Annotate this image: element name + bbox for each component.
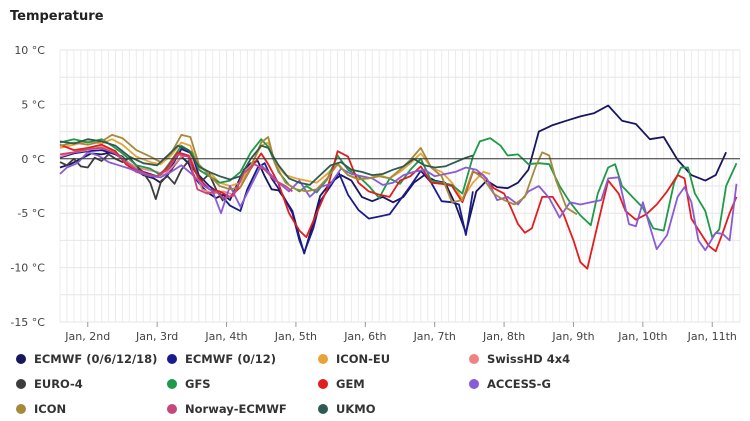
axis-layer: 10 °C 5 °C 0 °C -5 °C -10 °C -15 °C Jan, 2nd Ja… [10,44,740,343]
x-tick-label: Jan, 7th [413,330,456,343]
series-line-norway-ecmwf [59,147,293,199]
legend-label: ICON-EU [336,352,391,366]
y-tick-label: 10 °C [14,44,45,57]
legend-label: ICON [34,402,67,416]
x-tick-label: Jan, 2nd [64,330,110,343]
grid-layer [59,49,741,323]
legend-label: ACCESS-G [487,377,551,391]
x-tick-label: Jan, 10th [617,330,667,343]
x-tick-label: Jan, 11th [687,330,737,343]
legend-item[interactable]: ICON-EU [318,352,390,366]
x-tick-label: Jan, 6th [343,330,386,343]
series-line-icon-eu [59,138,491,200]
legend-label: SwissHD 4x4 [487,352,571,366]
series-line-gem [59,143,738,270]
legend-item[interactable]: UKMO [318,402,375,416]
legend-item[interactable]: ECMWF (0/6/12/18) [16,352,157,366]
legend-item[interactable]: ECMWF (0/12) [167,352,276,366]
legend-item[interactable]: ICON [16,402,66,416]
legend-label: ECMWF (0/12) [185,352,277,366]
legend-color-dot [318,379,328,389]
legend-color-dot [318,354,328,364]
y-tick-label: 5 °C [21,98,45,111]
x-tick-label: Jan, 8th [482,330,525,343]
y-tick-label: -10 °C [10,262,45,275]
legend-item[interactable]: Norway-ECMWF [167,402,287,416]
y-tick-label: 0 °C [21,153,45,166]
legend-item[interactable]: ACCESS-G [469,377,551,391]
chart-title: Temperature [10,9,104,24]
series-line-gfs [59,137,738,238]
legend-color-dot [318,404,328,414]
legend-label: GEM [336,377,365,391]
series-line-access-g [59,151,738,252]
legend-item[interactable]: GFS [167,377,211,391]
legend-color-dot [167,379,177,389]
x-tick-label: Jan, 9th [551,330,594,343]
series-line-ukmo [59,138,474,186]
legend-label: GFS [185,377,211,391]
legend-color-dot [16,379,26,389]
legend-color-dot [469,379,479,389]
legend-item[interactable]: SwissHD 4x4 [469,352,570,366]
series-layer [59,104,738,270]
legend-color-dot [167,404,177,414]
legend-color-dot [469,354,479,364]
legend-label: EURO-4 [34,377,83,391]
x-tick-label: Jan, 4th [204,330,247,343]
y-tick-label: -15 °C [10,316,45,329]
legend-item[interactable]: EURO-4 [16,377,83,391]
legend-color-dot [16,404,26,414]
legend-item[interactable]: GEM [318,377,365,391]
x-tick-label: Jan, 3rd [135,330,178,343]
series-line-ecmwf-0-12 [59,148,474,254]
legend-color-dot [16,354,26,364]
x-tick-label: Jan, 5th [274,330,317,343]
legend-label: UKMO [336,402,376,416]
legend-label: Norway-ECMWF [185,402,287,416]
legend-label: ECMWF (0/6/12/18) [34,352,158,366]
y-tick-label: -5 °C [17,207,45,220]
legend-color-dot [167,354,177,364]
